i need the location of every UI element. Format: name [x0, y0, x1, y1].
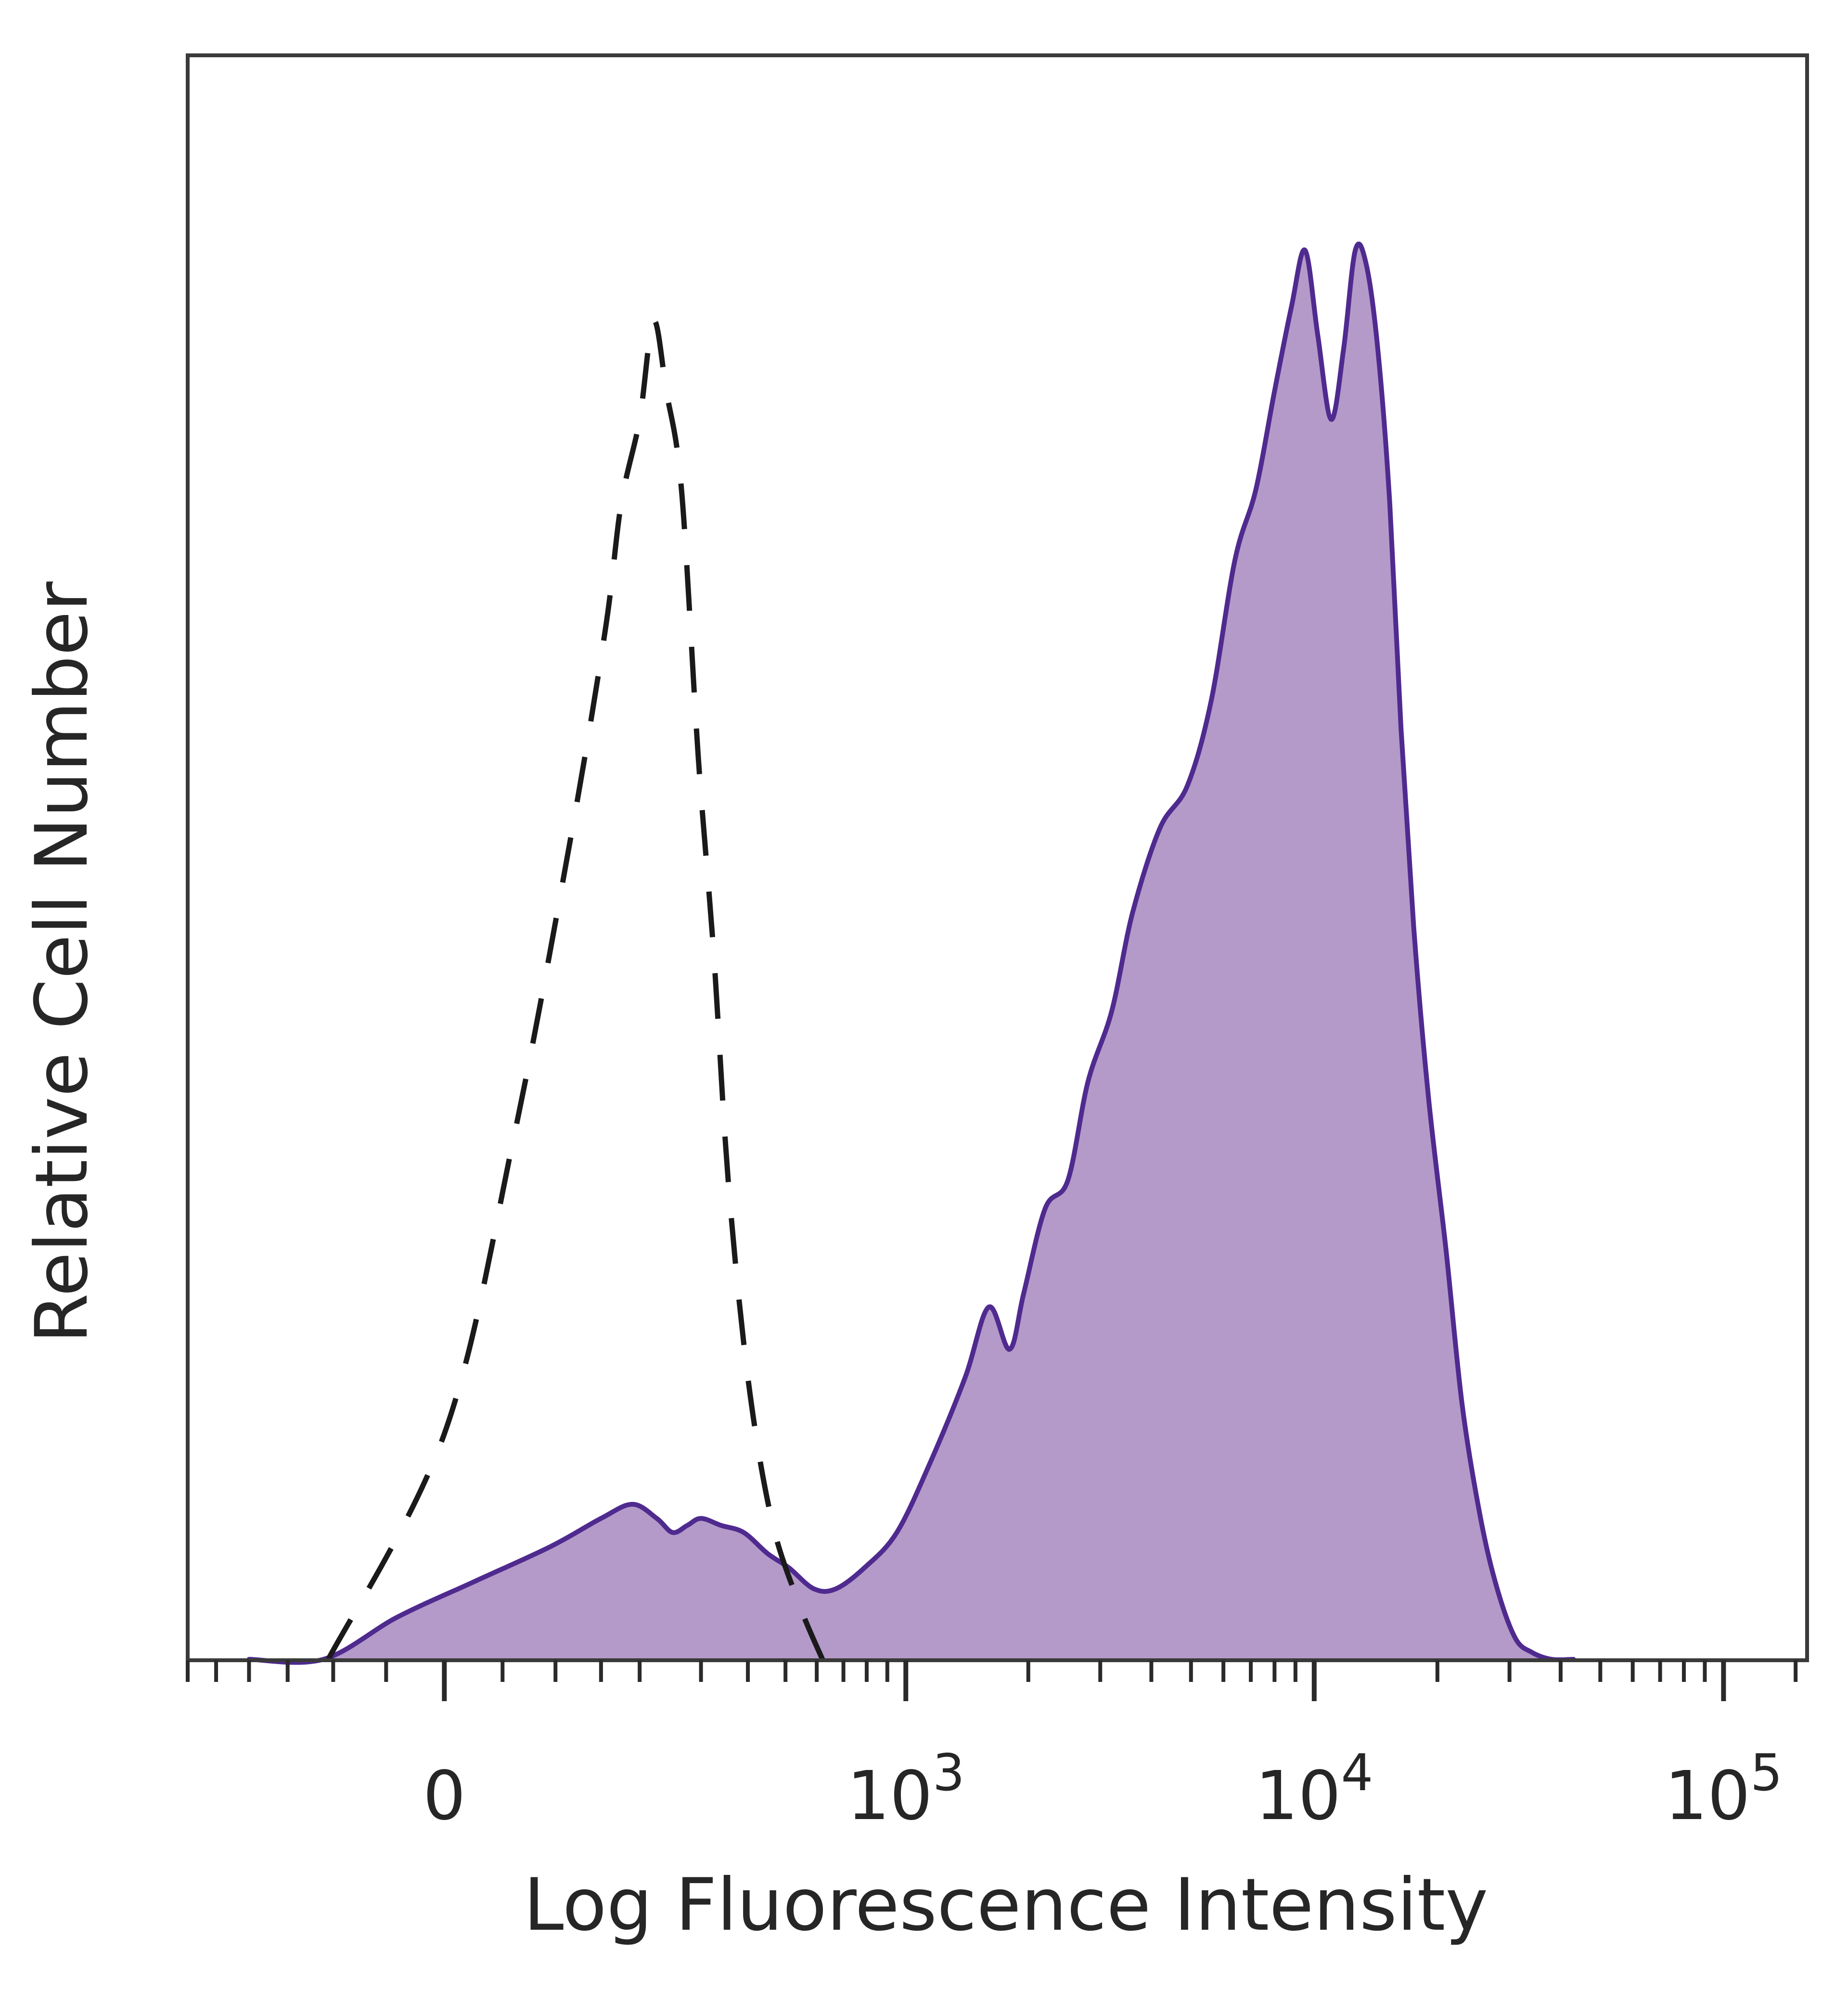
plot-frame — [186, 53, 1809, 1662]
filled-histogram-line — [246, 241, 1576, 1665]
x-axis-label: Log Fluorescence Intensity — [524, 1863, 1488, 1947]
x-tick-label: 104 — [1255, 1744, 1373, 1835]
x-tick-label: 103 — [847, 1744, 965, 1835]
x-tick-label: 0 — [423, 1757, 466, 1835]
x-axis-ticks — [186, 1660, 1798, 1701]
x-tick-label: 105 — [1665, 1744, 1783, 1835]
y-axis-label: Relative Cell Number — [20, 581, 104, 1344]
filled-histogram-area — [249, 244, 1574, 1663]
x-axis-tick-labels: 0 103 104 105 — [423, 1744, 1783, 1835]
chart-marks — [246, 241, 1576, 1665]
dashed-control-histogram-line — [326, 318, 825, 1661]
